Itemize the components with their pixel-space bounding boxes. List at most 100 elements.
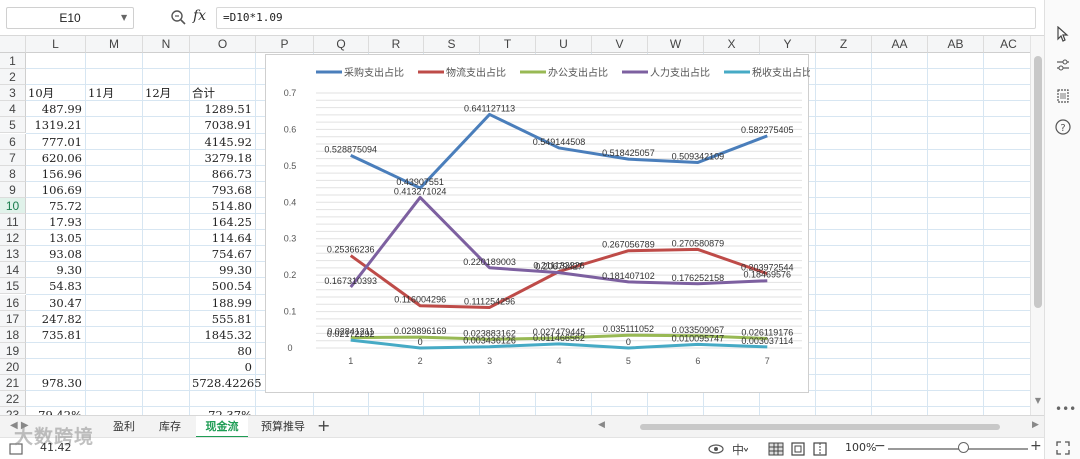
row-header-19[interactable]: 19 [0, 342, 26, 359]
row-header-11[interactable]: 11 [0, 214, 26, 231]
column-header-x[interactable]: X [704, 36, 760, 53]
cell-l16[interactable]: 30.47 [49, 295, 82, 310]
cell-l11[interactable]: 17.93 [49, 215, 82, 229]
cell-o7[interactable]: 3279.18 [204, 150, 252, 165]
chevron-down-icon[interactable]: ▼ [121, 13, 128, 22]
cell-o4[interactable]: 1289.51 [204, 102, 252, 117]
language-icon[interactable]: 中 [732, 441, 748, 457]
cell-l3[interactable]: 10月 [28, 86, 55, 101]
cell-o23[interactable]: 72.37% [192, 407, 252, 415]
cell-l15[interactable]: 54.83 [49, 279, 82, 294]
cell-l17[interactable]: 247.82 [41, 311, 82, 326]
eye-icon[interactable] [708, 441, 724, 457]
cell-o15[interactable]: 500.54 [211, 279, 252, 294]
cell-o17[interactable]: 555.81 [211, 311, 252, 326]
row-header-8[interactable]: 8 [0, 165, 26, 182]
column-header-r[interactable]: R [369, 36, 424, 53]
column-header-l[interactable]: L [26, 36, 86, 53]
cell-l7[interactable]: 620.06 [41, 150, 82, 165]
row-header-5[interactable]: 5 [0, 117, 26, 134]
row-header-18[interactable]: 18 [0, 326, 26, 343]
cell-o13[interactable]: 754.67 [211, 247, 252, 262]
row-header-21[interactable]: 21 [0, 375, 26, 392]
zoom-slider-knob[interactable] [958, 442, 969, 453]
cell-o16[interactable]: 188.99 [211, 295, 252, 310]
scroll-left-icon[interactable]: ◀ [598, 420, 605, 430]
sheet-status-icon[interactable] [8, 441, 24, 457]
add-sheet-button[interactable]: + [317, 416, 331, 435]
cell-l18[interactable]: 735.81 [41, 327, 82, 342]
cell-l13[interactable]: 93.08 [49, 247, 82, 262]
cell-o3[interactable]: 合计 [192, 86, 215, 101]
row-header-12[interactable]: 12 [0, 230, 26, 247]
column-header-z[interactable]: Z [816, 36, 872, 53]
row-header-2[interactable]: 2 [0, 69, 26, 86]
row-header-13[interactable]: 13 [0, 246, 26, 263]
cell-o20[interactable]: 0 [244, 359, 252, 374]
select-all-corner[interactable] [0, 36, 26, 53]
cursor-icon[interactable] [1055, 26, 1071, 42]
cell-l4[interactable]: 487.99 [41, 102, 82, 117]
tab-profit[interactable]: 盈利 [113, 420, 135, 433]
page-break-icon[interactable] [812, 441, 828, 457]
normal-view-icon[interactable] [768, 441, 784, 457]
cell-l10[interactable]: 75.72 [49, 198, 82, 213]
column-header-o[interactable]: O [190, 36, 256, 53]
cell-l5[interactable]: 1319.21 [34, 118, 82, 133]
column-header-t[interactable]: T [480, 36, 536, 53]
filter-settings-icon[interactable] [1055, 57, 1071, 73]
zoom-in-button[interactable]: + [1030, 438, 1042, 454]
cell-l6[interactable]: 777.01 [41, 134, 82, 149]
column-header-ab[interactable]: AB [928, 36, 984, 53]
sheet-grid[interactable]: L M N O P Q R S T U V W X Y Z AA AB AC 1 2 3 4 5 6 7 8 9 10 11 12 13 1… [0, 36, 1030, 415]
column-header-u[interactable]: U [536, 36, 592, 53]
function-icon[interactable]: fx [193, 8, 207, 24]
row-header-10[interactable]: 10 [0, 197, 26, 214]
cell-l14[interactable]: 9.30 [56, 263, 82, 278]
cell-o11[interactable]: 164.25 [211, 215, 252, 229]
cell-l23[interactable]: 79.42% [28, 407, 82, 415]
row-header-7[interactable]: 7 [0, 149, 26, 166]
row-header-16[interactable]: 16 [0, 294, 26, 311]
row-header-23[interactable]: 23 [0, 407, 26, 415]
scroll-right-icon[interactable]: ▶ [1032, 420, 1039, 430]
vertical-scroll-thumb[interactable] [1034, 56, 1042, 308]
help-icon[interactable]: ? [1055, 119, 1071, 135]
cell-o9[interactable]: 793.68 [211, 182, 252, 197]
horizontal-scroll-thumb[interactable] [640, 424, 1000, 430]
fullscreen-icon[interactable] [1055, 440, 1071, 456]
zoom-out-button[interactable]: − [874, 438, 886, 454]
row-header-3[interactable]: 3 [0, 85, 26, 102]
row-header-9[interactable]: 9 [0, 181, 26, 198]
cell-o21[interactable]: 5728.42265 [192, 376, 262, 390]
column-header-w[interactable]: W [648, 36, 704, 53]
vertical-scrollbar[interactable]: ▼ [1030, 36, 1044, 415]
cell-l12[interactable]: 13.05 [49, 231, 82, 246]
row-header-17[interactable]: 17 [0, 310, 26, 327]
row-header-22[interactable]: 22 [0, 391, 26, 408]
cell-o14[interactable]: 99.30 [219, 263, 252, 278]
cell-o5[interactable]: 7038.91 [204, 118, 252, 133]
layout-icon[interactable] [1055, 88, 1071, 104]
cell-o19[interactable]: 80 [237, 343, 252, 358]
column-header-s[interactable]: S [424, 36, 480, 53]
cell-n3[interactable]: 12月 [145, 86, 172, 101]
zoom-level[interactable]: 100% [845, 441, 877, 454]
row-header-4[interactable]: 4 [0, 101, 26, 118]
column-header-p[interactable]: P [256, 36, 314, 53]
cell-o6[interactable]: 4145.92 [204, 134, 252, 149]
tab-inventory[interactable]: 库存 [159, 420, 181, 433]
cell-o8[interactable]: 866.73 [211, 166, 252, 181]
column-header-v[interactable]: V [592, 36, 648, 53]
column-header-aa[interactable]: AA [872, 36, 928, 53]
row-header-20[interactable]: 20 [0, 358, 26, 375]
tab-nav-icon[interactable]: ◀ ▶ [10, 420, 29, 431]
row-header-6[interactable]: 6 [0, 133, 26, 150]
cell-o10[interactable]: 514.80 [211, 198, 252, 213]
row-header-1[interactable]: 1 [0, 53, 26, 70]
column-header-n[interactable]: N [143, 36, 190, 53]
horizontal-scrollbar[interactable] [610, 421, 1030, 433]
tab-budget[interactable]: 预算推导 [261, 420, 305, 433]
row-header-14[interactable]: 14 [0, 262, 26, 279]
cell-l9[interactable]: 106.69 [41, 182, 82, 197]
